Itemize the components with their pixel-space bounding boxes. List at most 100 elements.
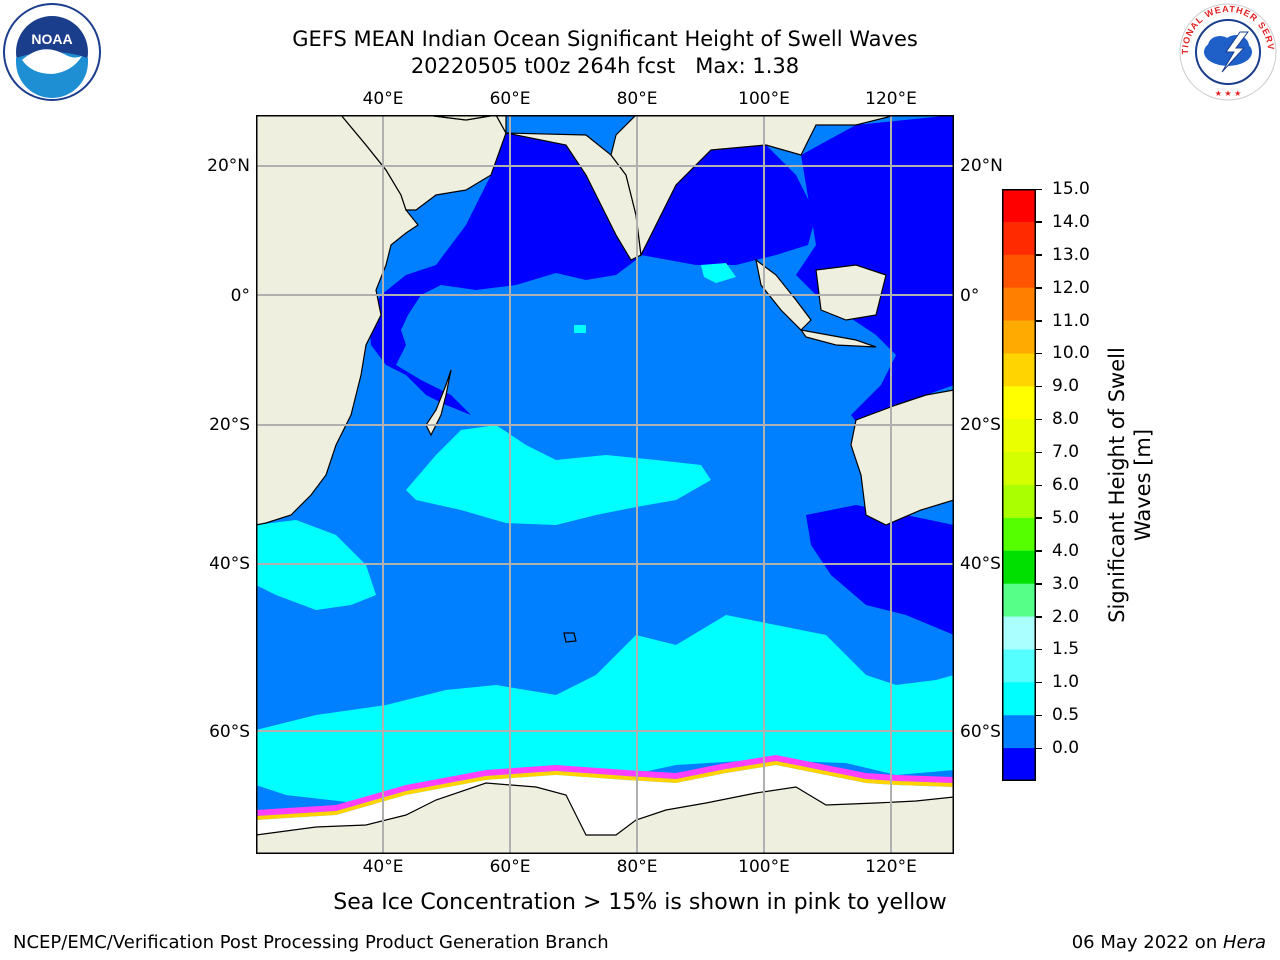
madagascar: [425, 369, 452, 437]
lat-label-left-0: 0°: [230, 286, 250, 306]
colorbar-title: Significant Height of Swell Waves [m]: [1104, 325, 1156, 645]
colorbar-tick-label: 1.5: [1052, 639, 1080, 660]
colorbar: [1002, 189, 1036, 781]
colorbar-segment: [1002, 287, 1036, 322]
lat-label-right-60s: 60°S: [960, 722, 1001, 742]
colorbar-segment: [1002, 419, 1036, 453]
colorbar-segment: [1002, 550, 1036, 585]
colorbar-segment: [1002, 353, 1036, 387]
colorbar-tick-mark: [1036, 451, 1042, 454]
lat-label-right-20s: 20°S: [960, 415, 1001, 435]
lon-label-bottom-120: 120°E: [865, 857, 917, 877]
colorbar-segment: [1002, 221, 1036, 256]
colorbar-tick-label: 13.0: [1052, 244, 1090, 265]
colorbar-frame: [1002, 189, 1036, 781]
credit-text: NCEP/EMC/Verification Post Processing Pr…: [13, 932, 609, 953]
colorbar-segment: [1002, 485, 1036, 519]
java: [799, 329, 877, 348]
south-central-high: [406, 425, 711, 525]
colorbar-tick-label: 0.0: [1052, 738, 1080, 759]
colorbar-tick-label: 10.0: [1052, 343, 1090, 364]
lat-label-left-20s: 20°S: [209, 415, 250, 435]
lat-label-right-20n: 20°N: [960, 156, 1003, 176]
lon-label-bottom-40: 40°E: [362, 857, 404, 877]
lon-label-top-80: 80°E: [616, 89, 658, 109]
colorbar-tick-label: 11.0: [1052, 310, 1090, 331]
colorbar-segment: [1002, 386, 1036, 420]
colorbar-tick-label: 6.0: [1052, 475, 1080, 495]
colorbar-segment: [1002, 254, 1036, 289]
asia-mainland: [610, 115, 897, 258]
colorbar-tick-label: 9.0: [1052, 376, 1080, 397]
borneo: [815, 264, 887, 321]
colorbar-tick-mark: [1036, 714, 1042, 717]
lat-label-right-40s: 40°S: [960, 554, 1001, 574]
sea-ice-note: Sea Ice Concentration > 15% is shown in …: [333, 890, 947, 915]
persia: [425, 115, 507, 136]
colorbar-tick-mark: [1036, 287, 1042, 289]
noaa-logo-text: NOAA: [31, 31, 72, 47]
colorbar-tick-label: 4.0: [1052, 540, 1080, 561]
colorbar-tick-label: 2.0: [1052, 606, 1080, 627]
colorbar-segment: [1002, 748, 1036, 781]
swell-height-map: [256, 115, 954, 854]
lon-label-bottom-100: 100°E: [738, 857, 790, 877]
kerguelen-island: [563, 632, 577, 643]
colorbar-segments: [1002, 189, 1036, 781]
land-masses: [256, 115, 954, 526]
date-stamp: 06 May 2022 on Hera: [1072, 932, 1266, 953]
colorbar-tick-mark: [1036, 517, 1042, 519]
svg-text:★ ★ ★: ★ ★ ★: [1215, 89, 1242, 98]
colorbar-tick-label: 5.0: [1052, 507, 1080, 528]
arabian-sea-low: [368, 133, 636, 415]
colorbar-tick-label: 8.0: [1052, 409, 1080, 430]
lon-label-bottom-60: 60°E: [489, 857, 531, 877]
colorbar-tick-label: 14.0: [1052, 211, 1090, 232]
noaa-logo: NOAA: [3, 3, 101, 101]
colorbar-tick-label: 3.0: [1052, 573, 1080, 594]
colorbar-tick-label: 15.0: [1052, 179, 1090, 199]
colorbar-segment: [1002, 649, 1036, 683]
colorbar-tick-label: 7.0: [1052, 442, 1080, 463]
chart-title: GEFS MEAN Indian Ocean Significant Heigh…: [255, 26, 955, 80]
colorbar-title-line-2: Waves [m]: [1131, 428, 1155, 542]
lat-label-right-0: 0°: [960, 286, 980, 306]
graticule: [256, 115, 954, 854]
colorbar-tick-mark: [1036, 418, 1042, 421]
colorbar-title-line-1: Significant Height of Swell: [1105, 347, 1129, 623]
machine-name: Hera: [1222, 932, 1266, 953]
colorbar-segment: [1002, 715, 1036, 749]
colorbar-segment: [1002, 616, 1036, 650]
colorbar-tick-label: 0.5: [1052, 705, 1080, 726]
andaman-high-patch: [701, 263, 736, 283]
south-australia-low: [806, 505, 954, 635]
colorbar-tick-mark: [1036, 616, 1042, 618]
title-line-2: 20220505 t00z 264h fcst Max: 1.38: [410, 54, 800, 78]
colorbar-segment: [1002, 682, 1036, 716]
central-high-patch: [574, 325, 586, 333]
colorbar-tick-mark: [1036, 320, 1042, 322]
nws-logo: NATIONAL WEATHER SERVICE ★ ★ ★: [1178, 2, 1277, 101]
colorbar-tick-mark: [1036, 221, 1042, 223]
australia: [850, 389, 954, 526]
colorbar-segment: [1002, 189, 1036, 223]
lon-label-top-100: 100°E: [738, 89, 790, 109]
colorbar-tick-mark: [1036, 681, 1042, 684]
sea-ice-edge-pink: [256, 755, 954, 816]
colorbar-tick-mark: [1036, 583, 1042, 585]
lon-label-top-120: 120°E: [865, 89, 917, 109]
antarctica: [256, 782, 954, 854]
colorbar-tick-mark: [1036, 188, 1042, 190]
colorbar-tick-mark: [1036, 648, 1042, 651]
colorbar-tick-label: 1.0: [1052, 672, 1080, 693]
title-line-1: GEFS MEAN Indian Ocean Significant Heigh…: [292, 27, 918, 51]
colorbar-segment: [1002, 583, 1036, 618]
colorbar-tick-label: 12.0: [1052, 277, 1090, 298]
colorbar-tick-mark: [1036, 747, 1042, 750]
colorbar-tick-mark: [1036, 550, 1042, 552]
bay-of-bengal-low: [641, 145, 816, 265]
lat-label-left-20n: 20°N: [207, 156, 250, 176]
date-text: 06 May 2022 on: [1071, 932, 1223, 953]
lat-label-left-60s: 60°S: [209, 722, 250, 742]
colorbar-tick-mark: [1036, 254, 1042, 256]
